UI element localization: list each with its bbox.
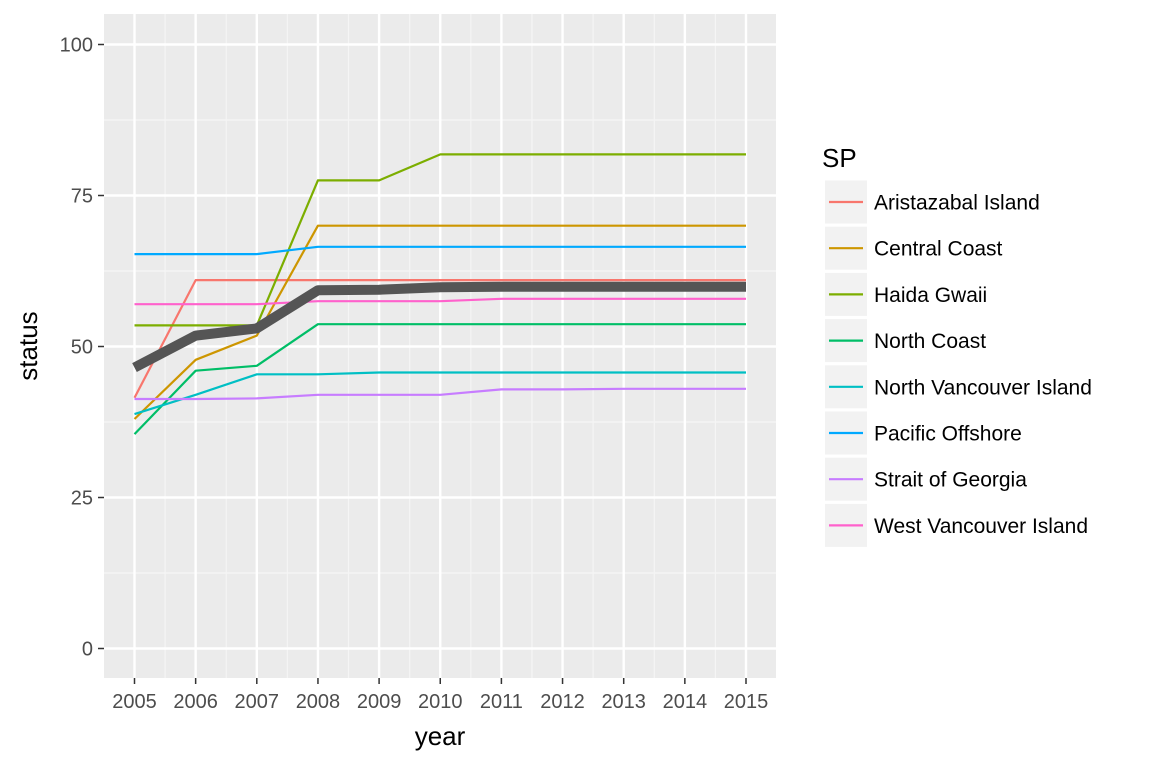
legend-label-north-coast: North Coast bbox=[874, 330, 986, 353]
legend-label-pacific-offshore: Pacific Offshore bbox=[874, 423, 1022, 446]
legend-label-west-vancouver-island: West Vancouver Island bbox=[874, 515, 1088, 538]
y-axis-title: status bbox=[13, 311, 43, 380]
series-line-pacific-offshore bbox=[134, 245, 746, 256]
x-tick-label: 2013 bbox=[601, 691, 646, 713]
major-gridlines bbox=[104, 14, 776, 678]
y-tick-label: 25 bbox=[71, 488, 93, 510]
y-tick-label: 100 bbox=[60, 35, 93, 57]
legend-label-strait-of-georgia: Strait of Georgia bbox=[874, 469, 1027, 492]
series-line-aristazabal-island bbox=[133, 279, 746, 399]
x-tick-label: 2005 bbox=[112, 691, 157, 713]
y-axis: 0 25 50 75 100 bbox=[60, 35, 104, 661]
legend-items: Aristazabal Island Central Coast Haida Gwa… bbox=[825, 180, 1092, 547]
series-line-west-vancouver-island bbox=[134, 297, 746, 306]
x-tick-label: 2014 bbox=[663, 691, 708, 713]
y-tick-label: 50 bbox=[71, 337, 93, 359]
series-line-north-vancouver-island bbox=[134, 371, 746, 416]
x-tick-label: 2007 bbox=[235, 691, 280, 713]
x-tick-label: 2015 bbox=[724, 691, 769, 713]
x-tick-label: 2009 bbox=[357, 691, 402, 713]
x-tick-label: 2006 bbox=[173, 691, 218, 713]
x-tick-label: 2012 bbox=[540, 691, 585, 713]
x-tick-label: 2008 bbox=[296, 691, 341, 713]
y-tick-label: 0 bbox=[82, 639, 93, 661]
x-axis: 2005 2006 2007 2008 2009 2010 2011 2012 2013 2014… bbox=[112, 678, 768, 713]
legend-label-north-vancouver-island: North Vancouver Island bbox=[874, 376, 1092, 399]
legend-label-central-coast: Central Coast bbox=[874, 238, 1003, 261]
x-tick-label: 2011 bbox=[480, 691, 523, 713]
series-line-haida-gwaii bbox=[134, 153, 746, 327]
series-line-overall bbox=[132, 281, 746, 373]
legend-title: SP bbox=[822, 143, 857, 173]
series-lines bbox=[132, 153, 746, 435]
legend-label-haida-gwaii: Haida Gwaii bbox=[874, 284, 987, 307]
legend: SP Aristazabal Island Central Coast Haida … bbox=[822, 143, 1092, 547]
x-tick-label: 2010 bbox=[418, 691, 463, 713]
y-tick-label: 75 bbox=[71, 186, 93, 208]
x-axis-title: year bbox=[415, 721, 466, 751]
series-line-north-coast bbox=[133, 323, 746, 435]
series-line-strait-of-georgia bbox=[134, 387, 746, 401]
legend-label-aristazabal-island: Aristazabal Island bbox=[874, 192, 1040, 215]
series-line-central-coast bbox=[133, 224, 746, 420]
